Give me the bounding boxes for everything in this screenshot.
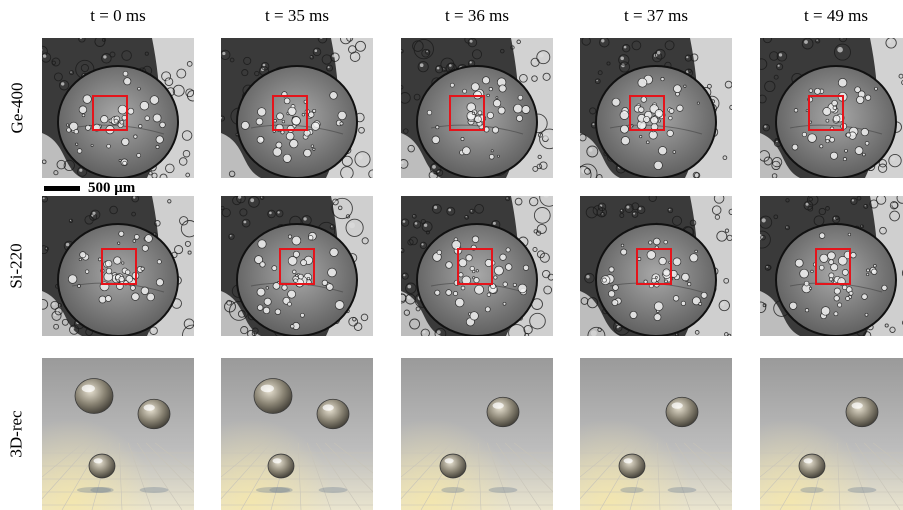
row-label-si220: Si-220 xyxy=(2,196,32,336)
row-label-text: 3D-rec xyxy=(7,410,27,457)
rendering-panel xyxy=(580,358,732,510)
scale-bar-line xyxy=(44,186,80,191)
roi-box xyxy=(101,248,137,285)
roi-box xyxy=(629,95,665,131)
roi-box xyxy=(272,95,308,131)
rendering-panel xyxy=(760,358,903,510)
row-label-ge400: Ge-400 xyxy=(2,38,32,178)
scale-bar: 500 μm xyxy=(44,180,135,197)
scale-bar-label: 500 μm xyxy=(88,180,135,197)
roi-box xyxy=(279,248,315,285)
rendering-panel xyxy=(221,358,373,510)
row-label-text: Ge-400 xyxy=(7,83,27,134)
column-title: t = 37 ms xyxy=(578,6,734,26)
roi-box xyxy=(815,248,851,285)
roi-box xyxy=(92,95,128,131)
column-title: t = 36 ms xyxy=(399,6,555,26)
roi-box xyxy=(449,95,485,131)
column-title: t = 0 ms xyxy=(40,6,196,26)
row-label-text: Si-220 xyxy=(7,243,27,288)
column-title: t = 49 ms xyxy=(758,6,903,26)
rendering-panel xyxy=(401,358,553,510)
roi-box xyxy=(808,95,844,131)
roi-box xyxy=(457,248,493,285)
column-title: t = 35 ms xyxy=(219,6,375,26)
row-label-3drec: 3D-rec xyxy=(2,358,32,510)
roi-box xyxy=(636,248,672,285)
rendering-panel xyxy=(42,358,194,510)
